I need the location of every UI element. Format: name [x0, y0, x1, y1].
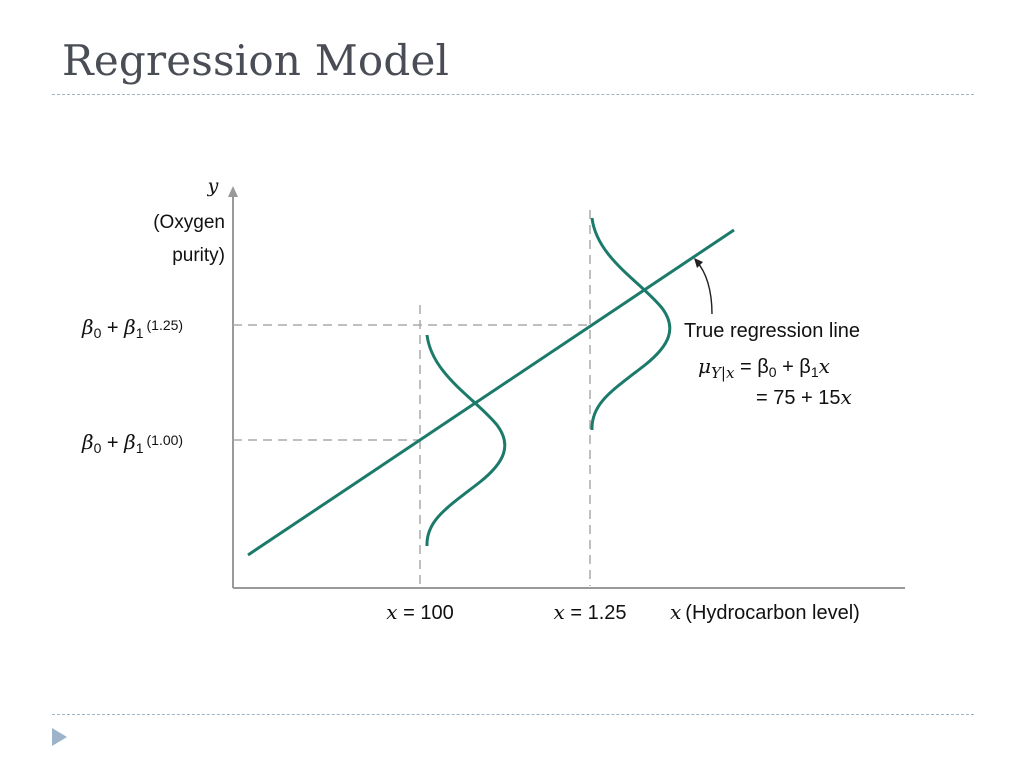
y-axis-symbol: y	[207, 175, 219, 197]
y-tick-label-lower: β0 + β1 (1.00)	[81, 430, 183, 456]
annotation-equation-1: μY|x = β0 + β1x	[698, 354, 830, 382]
distribution-curve-x2	[590, 217, 672, 431]
x-axis-label: x (Hydrocarbon level)	[670, 600, 860, 624]
x-tick-label-2: x = 1.25	[554, 600, 627, 624]
distribution-curve-x1	[425, 334, 507, 547]
annotation-arrowhead	[694, 258, 703, 268]
y-axis-label-line2: purity)	[172, 245, 225, 266]
annotation-arrow	[696, 261, 713, 315]
slide-bullet-icon	[52, 728, 67, 746]
annotation-equation-2: = 75 + 15x	[756, 385, 852, 409]
y-tick-label-upper: β0 + β1 (1.25)	[81, 315, 183, 341]
page-title: Regression Model	[62, 36, 450, 85]
footer-divider	[52, 714, 974, 715]
title-divider	[52, 94, 974, 95]
regression-line	[247, 228, 735, 557]
x-tick-label-1: x = 100	[386, 600, 453, 624]
y-axis-label-line1: (Oxygen	[153, 212, 225, 233]
annotation-title: True regression line	[684, 320, 860, 342]
y-axis-arrowhead	[228, 186, 238, 197]
